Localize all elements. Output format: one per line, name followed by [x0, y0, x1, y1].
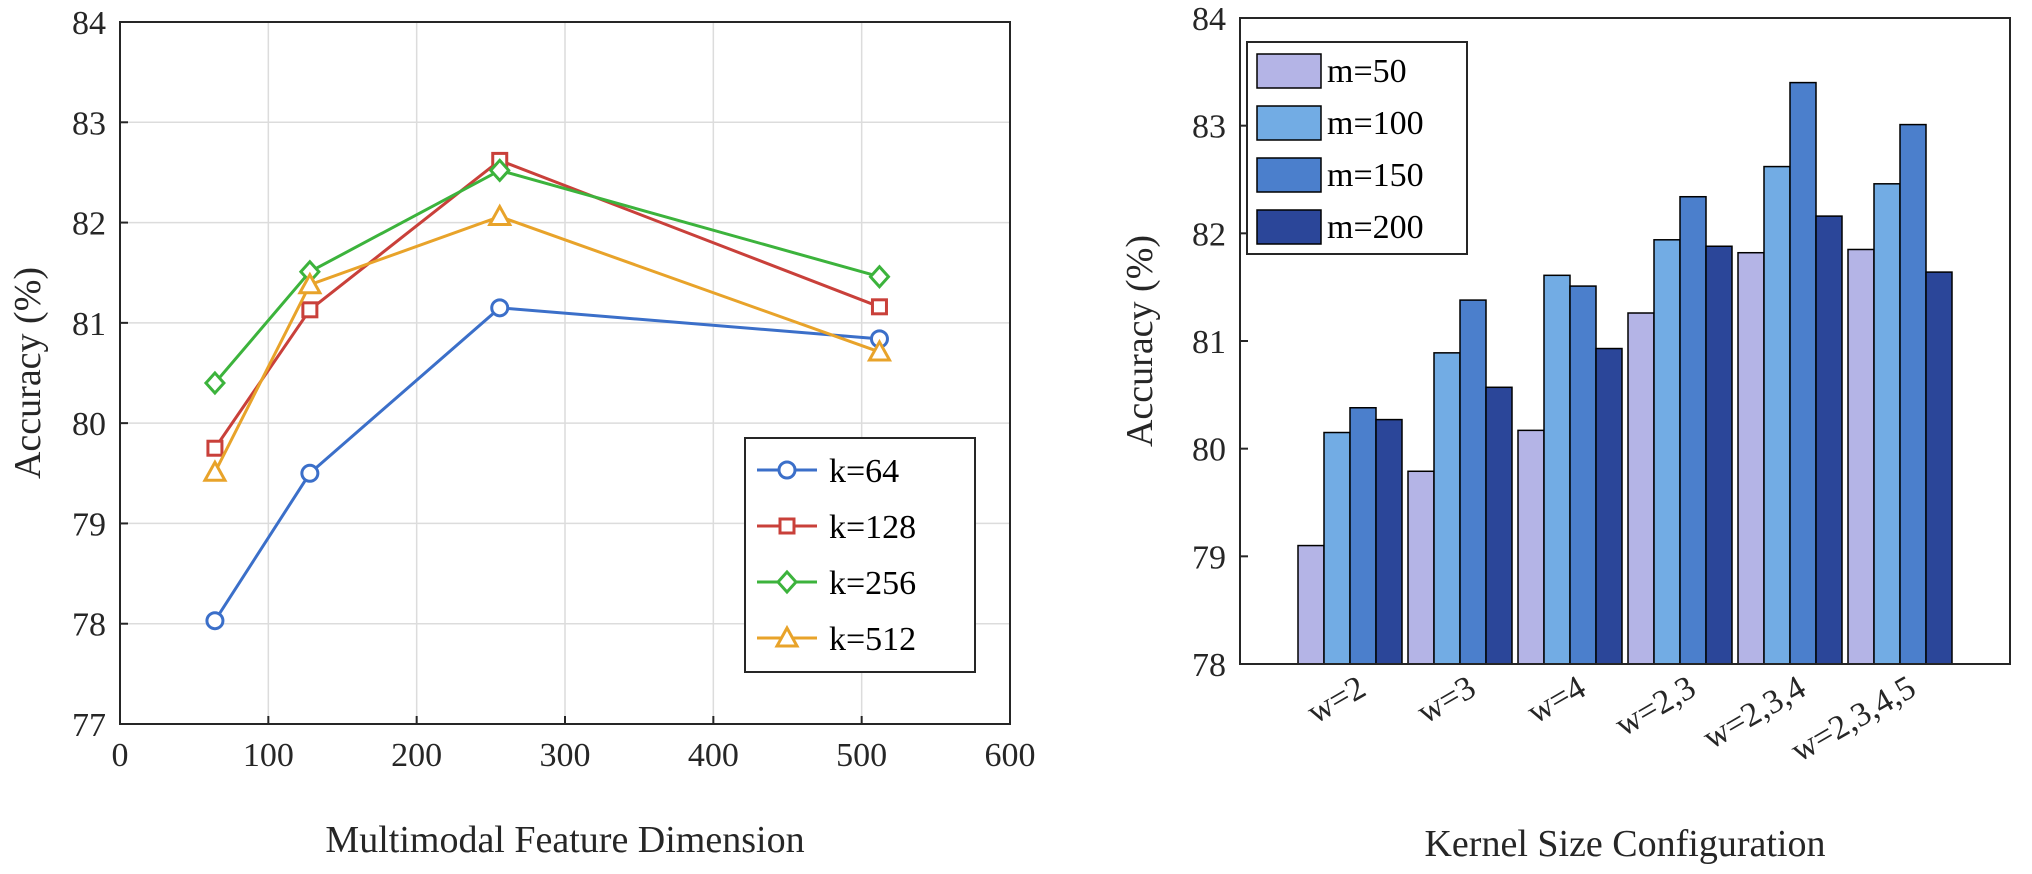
legend: k=64 k=128 k=256 k=512	[744, 437, 976, 673]
x-tick-label: 300	[540, 737, 591, 774]
data-point-k-512	[297, 271, 323, 295]
y-tick-label: 78	[1192, 647, 1226, 684]
bar-m-50-w-2-3-4-5	[1847, 248, 1875, 665]
line-chart-feature-dimension: 0 100 200 300 400 500 600 77 78 79 80 81 82 83 84 Multi…	[7, 5, 1036, 861]
y-tick-label: 84	[72, 5, 106, 42]
bar-m-200-w-2-3	[1705, 245, 1733, 665]
bar-m-100-w-2-3-4-5	[1873, 183, 1901, 665]
bar-m-100-w-2-3	[1653, 239, 1681, 665]
y-tick-label: 78	[72, 607, 106, 644]
legend-swatch	[1256, 157, 1322, 193]
y-tick-label: 84	[1192, 1, 1226, 38]
x-tick-label: 0	[112, 737, 129, 774]
x-axis-title: Multimodal Feature Dimension	[325, 819, 804, 861]
x-tick-label: w=3	[1411, 669, 1482, 731]
bar-m-150-w-2-3-4-5	[1899, 123, 1927, 665]
series-k-512	[202, 203, 893, 482]
bar-m-100-w-4	[1543, 274, 1571, 665]
series-line-k-256	[213, 168, 880, 385]
y-tick-label: 79	[1192, 539, 1226, 576]
y-tick-label: 77	[72, 707, 106, 744]
y-tick-label: 81	[72, 306, 106, 343]
legend-label: k=64	[829, 453, 899, 490]
bar-m-150-w-4	[1569, 285, 1597, 665]
legend-label: m=50	[1327, 53, 1407, 90]
legend-swatch	[1256, 53, 1322, 89]
x-tick-label: 100	[243, 737, 294, 774]
y-axis-title: Accuracy (%)	[7, 267, 49, 479]
data-point-k-128	[870, 298, 888, 316]
y-tick-label: 80	[72, 406, 106, 443]
bar-m-200-w-2-3-4	[1815, 215, 1843, 665]
x-tick-label: w=2	[1301, 669, 1372, 731]
bar-m-50-w-2	[1297, 544, 1325, 665]
data-point-k-256	[868, 264, 891, 289]
x-tick-label: 500	[836, 737, 887, 774]
x-tick-label: 400	[688, 737, 739, 774]
plot-frame	[1239, 17, 2011, 665]
series-line-k-512	[213, 214, 880, 473]
bar-m-200-w-3	[1485, 386, 1513, 665]
y-tick-label: 83	[1192, 109, 1226, 146]
bar-m-150-w-2-3	[1679, 195, 1707, 665]
y-tick-label: 79	[72, 506, 106, 543]
legend-marker	[777, 460, 797, 480]
bar-m-50-w-2-3-4	[1737, 251, 1765, 665]
legend-label: m=100	[1327, 105, 1424, 142]
x-axis-title: Kernel Size Configuration	[1424, 823, 1825, 865]
y-axis-title: Accuracy (%)	[1119, 235, 1161, 447]
y-tick-label: 80	[1192, 432, 1226, 469]
legend-label: k=512	[829, 621, 916, 658]
legend: m=50 m=100 m=150 m=200	[1246, 41, 1468, 255]
data-point-k-64	[300, 463, 320, 483]
data-point-k-512	[487, 203, 513, 227]
bar-m-50-w-2-3	[1627, 312, 1655, 665]
x-tick-label: 200	[391, 737, 442, 774]
bar-m-200-w-2-3-4-5	[1925, 271, 1953, 665]
legend-swatch	[1256, 209, 1322, 245]
data-point-k-64	[490, 298, 510, 318]
y-tick-label: 81	[1192, 324, 1226, 361]
y-tick-label: 82	[1192, 216, 1226, 253]
series-k-64	[205, 298, 889, 631]
bar-m-100-w-2-3-4	[1763, 165, 1791, 665]
bar-m-50-w-3	[1407, 470, 1435, 665]
x-tick-label: w=2,3	[1609, 669, 1702, 744]
legend-label: k=128	[829, 509, 916, 546]
bar-m-50-w-4	[1517, 429, 1545, 665]
y-tick-label: 82	[72, 206, 106, 243]
series-k-128	[206, 151, 888, 457]
bar-m-100-w-2	[1323, 431, 1351, 665]
legend-marker	[778, 517, 796, 535]
x-tick-label: w=4	[1521, 669, 1592, 731]
data-point-k-128	[301, 301, 319, 319]
series-line-k-64	[213, 306, 880, 622]
data-point-k-128	[206, 439, 224, 457]
bar-m-150-w-3	[1459, 299, 1487, 665]
x-tick-label: 600	[985, 737, 1036, 774]
legend-label: m=200	[1327, 209, 1424, 246]
bar-m-200-w-4	[1595, 347, 1623, 665]
data-point-k-64	[205, 611, 225, 631]
data-point-k-256	[488, 158, 511, 183]
x-tick-label: w=2,3,4,5	[1785, 669, 1922, 770]
legend-marker	[775, 569, 799, 595]
bar-m-200-w-2	[1375, 418, 1403, 665]
y-tick-label: 83	[72, 105, 106, 142]
data-point-k-512	[202, 459, 228, 482]
bar-m-150-w-2-3-4	[1789, 81, 1817, 665]
data-point-k-256	[203, 370, 226, 396]
bar-m-100-w-3	[1433, 352, 1461, 665]
legend-swatch	[1256, 105, 1322, 141]
legend-marker	[774, 624, 800, 648]
bar-m-150-w-2	[1349, 407, 1377, 665]
legend-label: m=150	[1327, 157, 1424, 194]
data-point-k-512	[866, 338, 893, 362]
legend-label: k=256	[829, 565, 916, 602]
